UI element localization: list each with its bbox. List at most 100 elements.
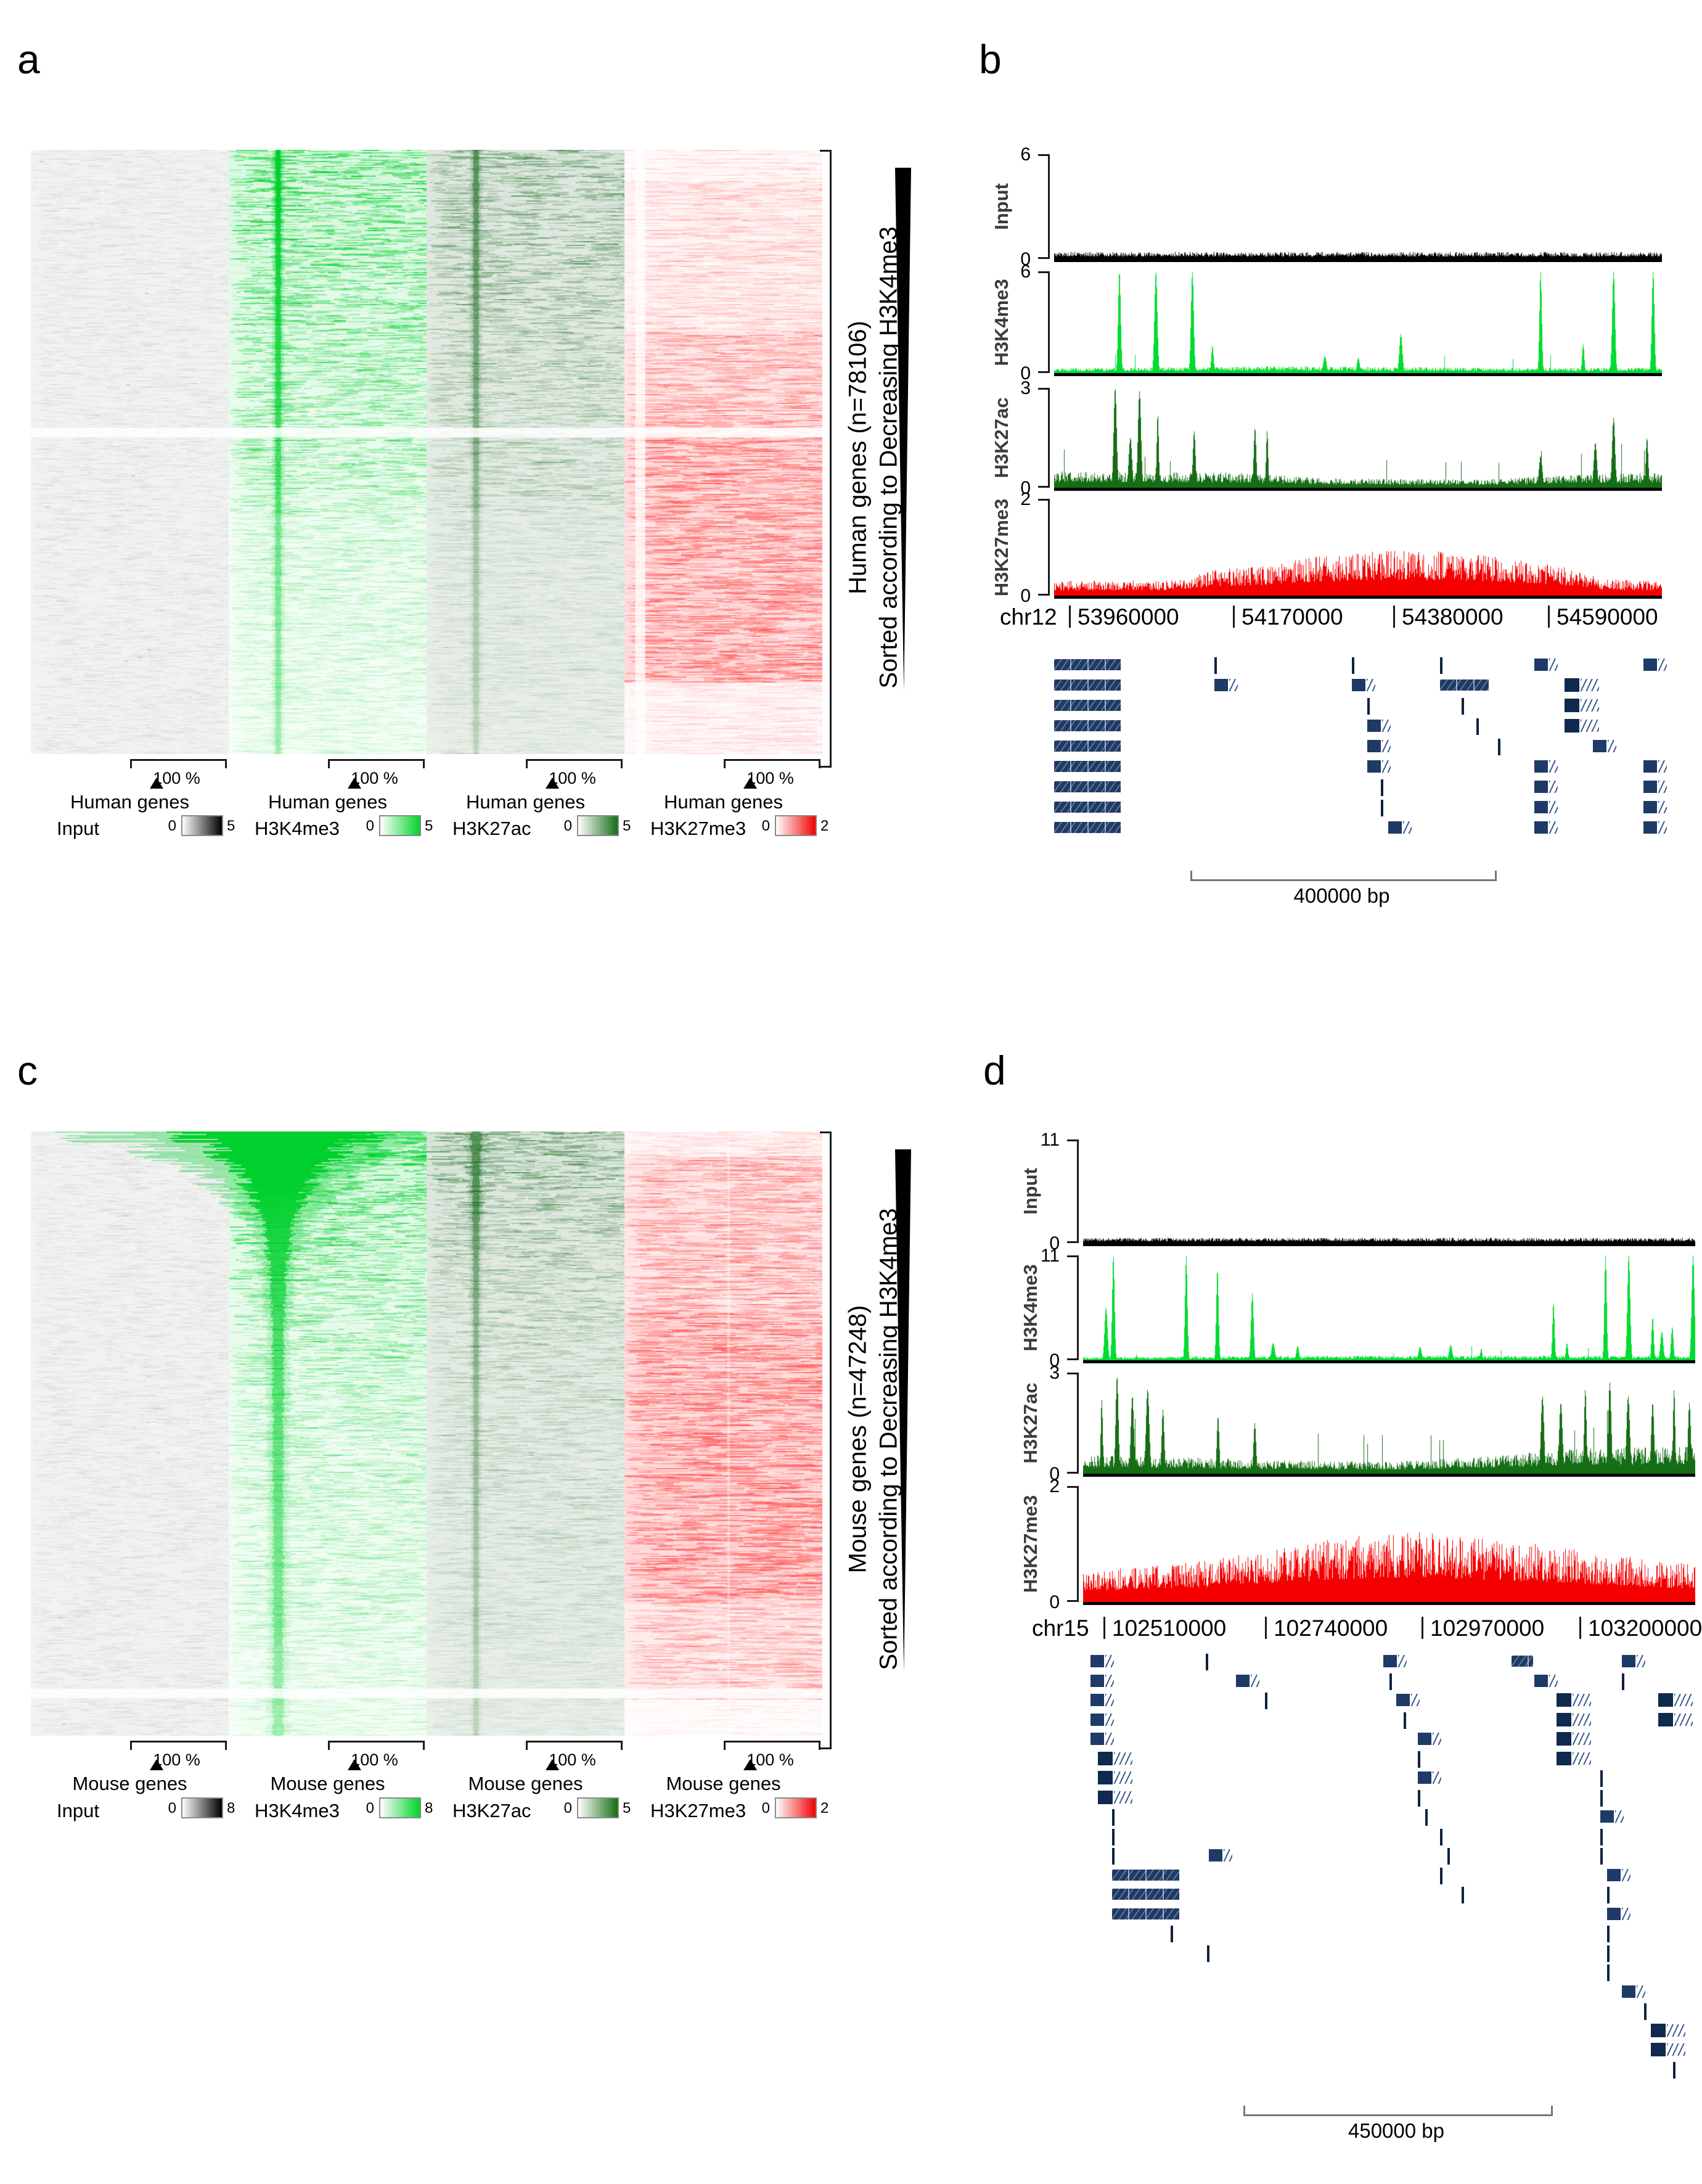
colorscale-name: H3K27ac xyxy=(452,1800,531,1821)
gene-box-glyph xyxy=(1388,821,1402,834)
gene-body-glyph xyxy=(1054,761,1121,772)
colorscale-max: 8 xyxy=(425,1800,433,1817)
scalebar-bracket xyxy=(1190,871,1497,881)
gene-hatch-glyph xyxy=(1549,760,1558,773)
track-canvas-h3k27ac xyxy=(1083,1373,1695,1474)
gene-hatch-glyph xyxy=(1105,1733,1114,1745)
colorscale-max: 5 xyxy=(623,1800,631,1817)
y-axis-tick-top-icon xyxy=(1067,1139,1077,1141)
gene-hatch-glyph xyxy=(1658,781,1667,793)
gene-body-glyph xyxy=(1054,659,1121,670)
gene-tick-glyph xyxy=(1607,1887,1610,1903)
colorscale-gradient-icon xyxy=(775,815,817,836)
gene-hatch-glyph xyxy=(1549,801,1558,813)
scalebar-label: 450000 bp xyxy=(1348,2119,1444,2142)
row-axis-label: Human genes xyxy=(663,791,783,813)
gene-tick-glyph xyxy=(1418,1751,1420,1768)
y-axis-tick-bottom-icon xyxy=(1038,371,1048,373)
colorscale-name: H3K27me3 xyxy=(650,1800,747,1821)
y-axis-line xyxy=(1048,499,1050,596)
gene-hatch-glyph xyxy=(1224,1849,1232,1862)
region-scale-label: 100 % xyxy=(747,769,794,787)
y-axis-tick-top-icon xyxy=(1038,271,1048,273)
gene-box-glyph xyxy=(1367,740,1381,752)
coordinate-label: 103200000 xyxy=(1588,1615,1702,1641)
y-axis-max: 6 xyxy=(1020,144,1031,165)
y-axis-tick-bottom-icon xyxy=(1038,257,1048,259)
gene-hatch-glyph xyxy=(1403,821,1412,834)
y-axis-min: 0 xyxy=(1020,249,1031,269)
tss-pointer-icon xyxy=(743,1759,757,1770)
tss-pointer-icon xyxy=(546,1759,559,1770)
row-axis-label: Human genes xyxy=(70,791,189,813)
track-name-label: H3K4me3 xyxy=(991,279,1012,366)
region-scale-bracket xyxy=(724,759,820,768)
gene-box-glyph xyxy=(1622,1985,1635,1998)
gene-box-glyph xyxy=(1651,2024,1666,2037)
track-canvas-input xyxy=(1054,154,1662,259)
colorscale-name: Input xyxy=(57,818,99,839)
scalebar-label: 400000 bp xyxy=(1293,884,1390,907)
gene-box-glyph xyxy=(1600,1810,1614,1823)
gene-box-glyph xyxy=(1418,1771,1431,1784)
colorscale-gradient-icon xyxy=(577,1797,619,1818)
y-axis-tick-bottom-icon xyxy=(1067,1358,1077,1360)
coordinate-tick-icon xyxy=(1103,1617,1105,1639)
colorscale-gradient-icon xyxy=(775,1797,817,1818)
gene-tick-glyph xyxy=(1381,800,1383,816)
region-scale-bracket xyxy=(328,759,425,768)
gene-tick-glyph xyxy=(1112,1829,1115,1845)
gene-tick-glyph xyxy=(1607,1964,1610,1981)
panel-letter-d: d xyxy=(983,1048,1006,1093)
gene-tick-glyph xyxy=(1404,1712,1406,1729)
track-name-label: H3K4me3 xyxy=(1020,1264,1041,1352)
y-axis-tick-top-icon xyxy=(1038,388,1048,390)
gene-body-glyph xyxy=(1054,720,1121,731)
gene-box-glyph xyxy=(1643,659,1657,671)
gene-hatch-glyph xyxy=(1667,2043,1685,2056)
gene-hatch-glyph xyxy=(1367,679,1375,691)
gene-hatch-glyph xyxy=(1573,1714,1591,1726)
y-axis-min: 0 xyxy=(1049,1592,1060,1612)
gene-tick-glyph xyxy=(1440,1829,1442,1845)
row-axis-label: Mouse genes xyxy=(468,1773,583,1794)
coordinate-label: 102740000 xyxy=(1274,1615,1388,1641)
gene-body-glyph xyxy=(1512,1656,1533,1667)
tss-pointer-icon xyxy=(546,778,559,789)
gene-hatch-glyph xyxy=(1637,1985,1645,1998)
y-axis-line xyxy=(1077,1255,1079,1360)
gene-box-glyph xyxy=(1209,1849,1222,1862)
y-axis-tick-bottom-icon xyxy=(1067,1600,1077,1602)
y-axis-min: 0 xyxy=(1049,1350,1060,1371)
region-scale-bracket xyxy=(526,759,623,768)
gene-hatch-glyph xyxy=(1251,1675,1259,1687)
y-axis-tick-top-icon xyxy=(1067,1486,1077,1488)
y-axis-min: 0 xyxy=(1020,478,1031,498)
signal-baseline xyxy=(1054,488,1662,491)
gene-box-glyph xyxy=(1534,659,1548,671)
coordinate-tick-icon xyxy=(1233,606,1235,628)
gene-hatch-glyph xyxy=(1105,1714,1114,1726)
signal-baseline xyxy=(1083,1602,1695,1605)
chromosome-label: chr12 xyxy=(1000,604,1057,630)
gene-box-glyph xyxy=(1651,2043,1666,2056)
colorscale-gradient-icon xyxy=(181,815,223,836)
gene-hatch-glyph xyxy=(1581,679,1599,691)
gene-count-label: Mouse genes (n=47248) xyxy=(844,1305,872,1574)
gene-tick-glyph xyxy=(1440,657,1442,674)
colorscale-min: 0 xyxy=(761,818,770,834)
gene-hatch-glyph xyxy=(1637,1655,1645,1667)
colorscale-name: H3K4me3 xyxy=(255,818,340,839)
signal-baseline xyxy=(1083,1243,1695,1246)
y-axis-max: 2 xyxy=(1049,1476,1060,1496)
y-axis-line xyxy=(1077,1373,1079,1474)
gene-tick-glyph xyxy=(1265,1693,1267,1709)
row-axis-label: Mouse genes xyxy=(270,1773,385,1794)
region-scale-label: 100 % xyxy=(153,1751,200,1769)
gene-tick-glyph xyxy=(1381,779,1383,796)
colorscale-min: 0 xyxy=(366,818,374,834)
y-axis-line xyxy=(1077,1486,1079,1602)
coordinate-tick-icon xyxy=(1265,1617,1267,1639)
gene-hatch-glyph xyxy=(1433,1733,1441,1745)
